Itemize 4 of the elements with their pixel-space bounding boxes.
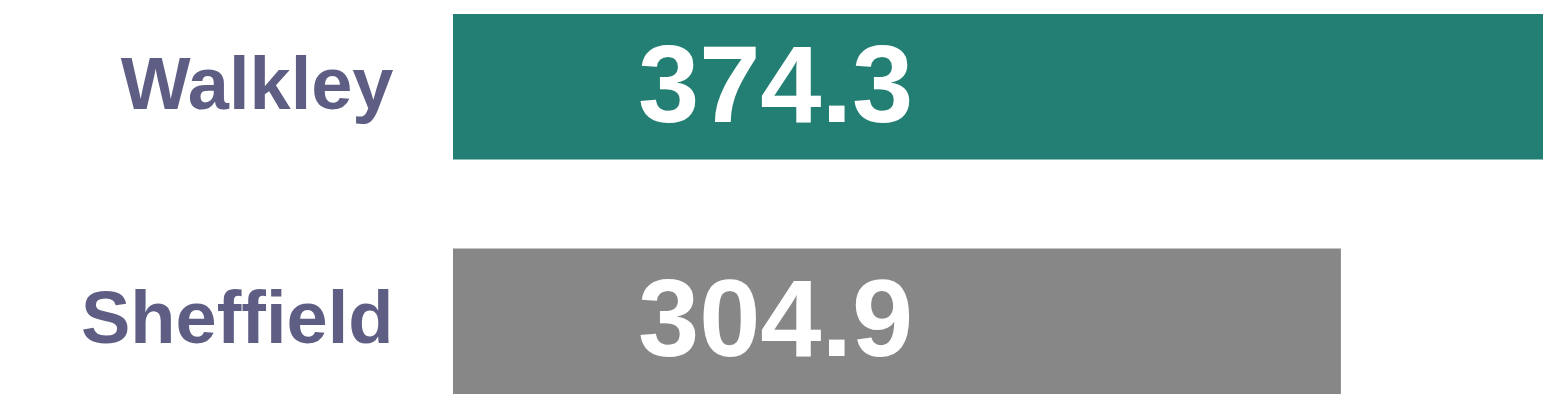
y-tick-label: Walkley [120, 41, 394, 125]
data-label: 374.3 [638, 21, 914, 145]
data-label: 304.9 [638, 256, 914, 380]
y-tick-label: Sheffield [81, 276, 394, 360]
